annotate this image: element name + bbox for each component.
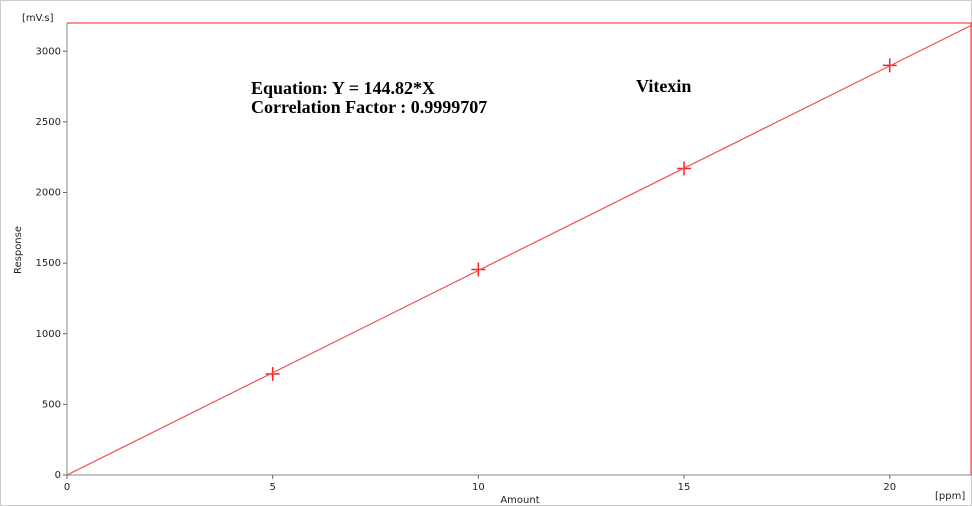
y-tick-label: 0 <box>55 470 61 481</box>
x-tick-label: 15 <box>678 482 691 493</box>
annotation: Vitexin <box>636 76 691 96</box>
y-axis-label: Response <box>13 226 24 274</box>
x-tick-label: 20 <box>883 482 896 493</box>
x-tick-label: 0 <box>64 482 70 493</box>
point-marker <box>265 367 280 382</box>
x-tick-label: 5 <box>269 482 275 493</box>
y-tick-label: 1000 <box>36 329 61 340</box>
annotation: Correlation Factor : 0.9999707 <box>251 97 487 117</box>
point-marker <box>471 262 486 277</box>
y-tick-label: 2500 <box>36 117 61 128</box>
fit-line <box>66 24 972 476</box>
y-tick-label: 3000 <box>36 46 61 57</box>
x-unit: [ppm] <box>935 491 965 502</box>
y-tick-label: 1500 <box>36 258 61 269</box>
y-tick-label: 500 <box>42 399 61 410</box>
y-tick-label: 2000 <box>36 188 61 199</box>
x-tick-label: 10 <box>472 482 485 493</box>
x-axis-label: Amount <box>500 495 539 506</box>
annotation: Equation: Y = 144.82*X <box>251 78 435 98</box>
y-unit: [mV.s] <box>22 13 54 24</box>
